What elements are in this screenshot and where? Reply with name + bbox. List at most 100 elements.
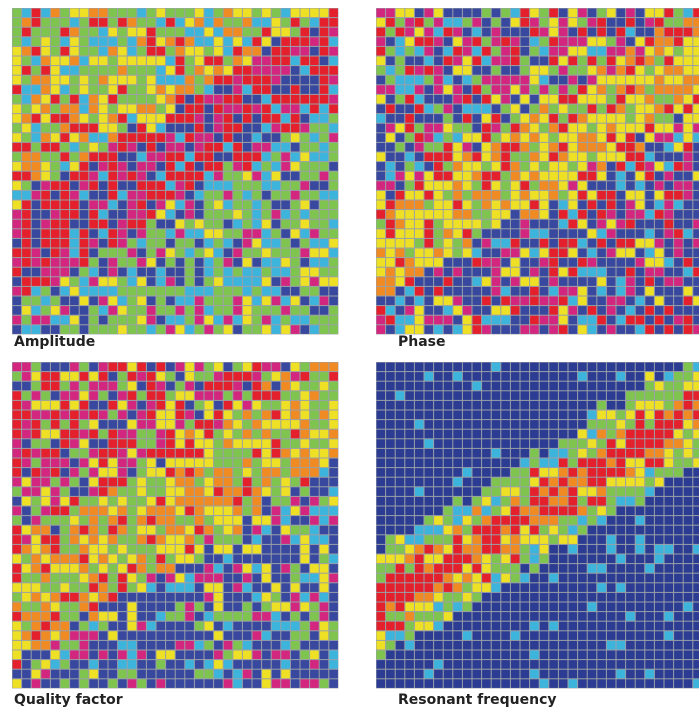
- pixel: [472, 564, 482, 573]
- pixel: [118, 640, 127, 650]
- pixel: [606, 200, 616, 210]
- pixel: [281, 506, 290, 516]
- pixel: [587, 525, 597, 535]
- pixel: [405, 162, 414, 171]
- pixel: [616, 362, 626, 372]
- pixel: [462, 439, 472, 448]
- pixel: [329, 487, 338, 496]
- pixel: [175, 27, 185, 37]
- pixel: [252, 142, 262, 152]
- pixel: [434, 544, 443, 554]
- pixel: [89, 152, 98, 162]
- pixel: [472, 640, 482, 650]
- pixel: [376, 429, 386, 439]
- pixel: [443, 114, 453, 123]
- pixel: [510, 669, 520, 679]
- pixel: [194, 477, 204, 487]
- pixel: [386, 525, 395, 535]
- pixel: [414, 391, 424, 400]
- pixel: [233, 104, 242, 114]
- pixel: [262, 267, 271, 277]
- pixel: [491, 660, 501, 669]
- pixel: [50, 506, 60, 516]
- pixel: [262, 56, 271, 66]
- pixel: [626, 8, 635, 18]
- pixel: [376, 362, 386, 372]
- pixel: [329, 123, 338, 133]
- pixel: [252, 592, 262, 602]
- pixel: [530, 362, 539, 372]
- pixel: [214, 631, 223, 640]
- pixel: [204, 612, 214, 621]
- pixel: [587, 429, 597, 439]
- pixel: [386, 85, 395, 94]
- pixel: [597, 286, 606, 296]
- pixel: [204, 94, 214, 104]
- pixel: [146, 200, 156, 210]
- pixel: [578, 592, 587, 602]
- pixel: [626, 458, 635, 468]
- pixel: [319, 325, 329, 334]
- pixel: [501, 640, 510, 650]
- pixel: [252, 277, 262, 286]
- pixel: [434, 516, 443, 525]
- pixel: [472, 592, 482, 602]
- pixel: [654, 171, 664, 181]
- pixel: [98, 410, 108, 420]
- pixel: [568, 458, 578, 468]
- pixel: [310, 114, 319, 123]
- pixel: [166, 506, 175, 516]
- pixel: [175, 200, 185, 210]
- pixel: [194, 37, 204, 46]
- pixel: [645, 238, 654, 248]
- pixel: [645, 27, 654, 37]
- pixel: [118, 56, 127, 66]
- pixel: [127, 229, 137, 238]
- pixel: [185, 391, 194, 400]
- pixel: [300, 37, 310, 46]
- pixel: [635, 229, 645, 238]
- pixel: [41, 104, 50, 114]
- pixel: [194, 592, 204, 602]
- pixel: [482, 679, 491, 688]
- pixel: [223, 621, 233, 631]
- pixel: [376, 679, 386, 688]
- pixel: [22, 238, 31, 248]
- pixel: [127, 583, 137, 592]
- pixel: [510, 75, 520, 85]
- pixel: [31, 564, 41, 573]
- pixel: [262, 123, 271, 133]
- pixel: [41, 37, 50, 46]
- pixel: [98, 592, 108, 602]
- pixel: [376, 325, 386, 334]
- pixel: [539, 573, 549, 583]
- pixel: [185, 583, 194, 592]
- pixel: [185, 46, 194, 56]
- pixel: [414, 448, 424, 458]
- pixel: [587, 631, 597, 640]
- pixel: [50, 27, 60, 37]
- pixel: [606, 487, 616, 496]
- pixel: [453, 487, 462, 496]
- pixel: [300, 420, 310, 429]
- pixel: [89, 487, 98, 496]
- pixel: [271, 420, 281, 429]
- pixel: [319, 114, 329, 123]
- pixel: [79, 248, 89, 258]
- pixel: [271, 325, 281, 334]
- pixel: [539, 190, 549, 200]
- pixel: [510, 516, 520, 525]
- pixel: [472, 123, 482, 133]
- pixel: [146, 400, 156, 410]
- pixel: [31, 306, 41, 315]
- pixel: [79, 8, 89, 18]
- pixel: [539, 544, 549, 554]
- pixel: [204, 573, 214, 583]
- pixel: [405, 516, 414, 525]
- pixel: [319, 219, 329, 229]
- pixel: [462, 258, 472, 267]
- pixel: [443, 152, 453, 162]
- pixel: [376, 496, 386, 506]
- pixel: [12, 621, 22, 631]
- pixel: [98, 200, 108, 210]
